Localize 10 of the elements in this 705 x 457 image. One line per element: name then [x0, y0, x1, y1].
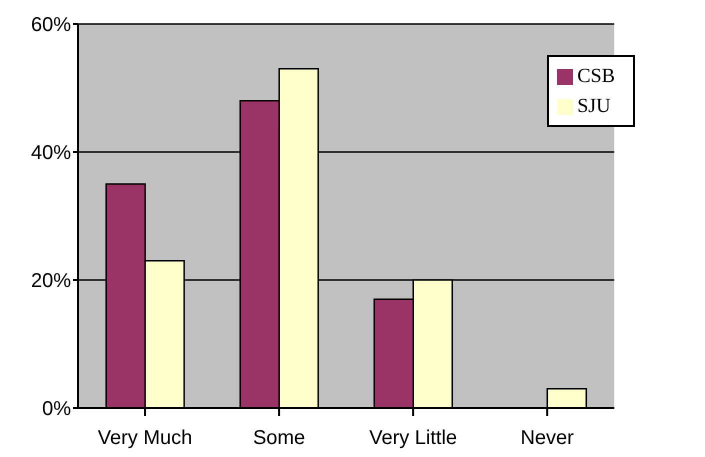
legend-label: SJU: [577, 95, 611, 117]
y-tick-label: 0%: [42, 398, 72, 420]
y-tick-label: 20%: [30, 270, 72, 292]
y-tick-label: 60%: [30, 14, 72, 36]
x-tick-label: Very Much: [98, 427, 192, 450]
legend-label: CSB: [577, 65, 615, 87]
y-tick-label: 40%: [30, 142, 72, 164]
x-tick-label: Very Little: [369, 427, 458, 450]
x-tick-label: Never: [520, 427, 574, 450]
x-tick-label: Some: [252, 427, 306, 450]
